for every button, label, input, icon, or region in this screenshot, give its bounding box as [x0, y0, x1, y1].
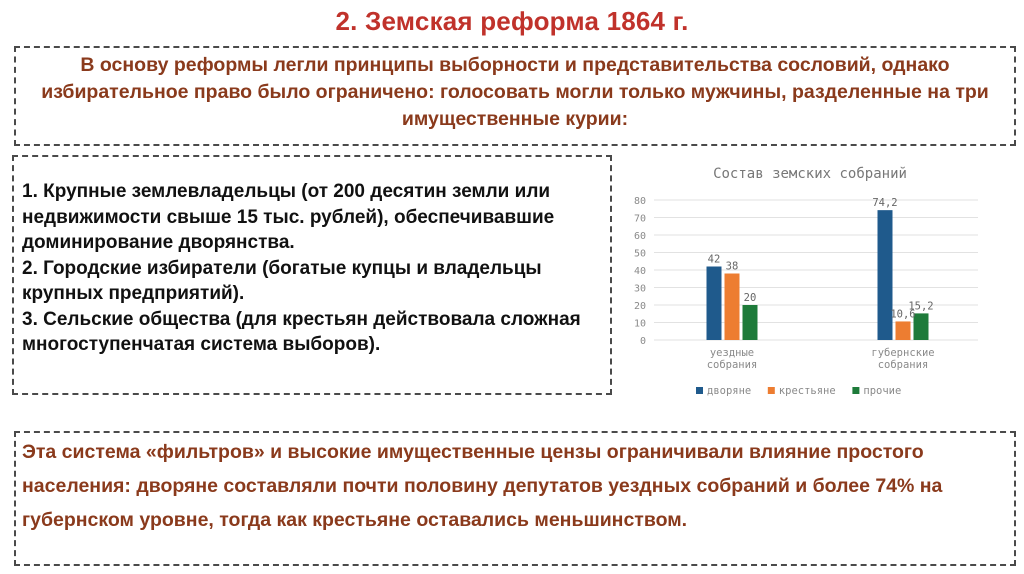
x-category-label: собрания	[878, 359, 929, 371]
y-tick-label: 80	[634, 196, 646, 207]
y-tick-label: 0	[640, 336, 646, 347]
data-label: 74,2	[872, 197, 897, 209]
chart-grid	[654, 199, 978, 341]
data-label: 15,2	[908, 300, 933, 312]
chart-legend: дворяне крестьяне прочие	[696, 385, 901, 397]
zemstvo-composition-chart: Состав земских собраний 0 10 20 30 40 50 60 70 8…	[634, 166, 978, 397]
conclusion-text: Эта система «фильтров» и высокие имущест…	[22, 441, 943, 531]
legend-label: крестьяне	[779, 385, 836, 397]
legend-swatch	[767, 387, 775, 394]
data-label: 42	[708, 254, 721, 266]
data-label: 20	[744, 292, 757, 304]
intro-box: В основу реформы легли принципы выборнос…	[14, 46, 1016, 146]
chart-bars	[706, 210, 929, 340]
y-tick-label: 50	[634, 249, 646, 260]
chart-data-labels: 42 38 20 74,2 10,615,2	[708, 197, 934, 320]
slide-title: 2. Земская реформа 1864 г.	[335, 6, 689, 36]
legend-swatch	[696, 387, 703, 394]
data-label: 10,6	[890, 308, 915, 320]
curia-item-3: 3. Сельские общества (для крестьян дейст…	[22, 308, 581, 356]
bar-прочие	[742, 305, 758, 340]
bar-дворяне	[877, 210, 893, 340]
curia-item-2: 2. Городские избиратели (богатые купцы и…	[22, 257, 542, 305]
x-category-label: уездные	[710, 347, 754, 359]
bar-крестьяне	[724, 273, 740, 340]
data-label: 38	[726, 261, 739, 273]
x-category-label: губернские	[871, 347, 934, 359]
chart-title: Состав земских собраний	[713, 166, 907, 182]
x-category-label: собрания	[707, 359, 758, 371]
y-tick-label: 20	[634, 301, 646, 312]
intro-text: В основу реформы легли принципы выборнос…	[41, 54, 989, 130]
curia-item-1: 1. Крупные землевладельцы (от 200 десяти…	[22, 181, 555, 253]
curiae-box: 1. Крупные землевладельцы (от 200 десяти…	[12, 155, 612, 395]
legend-label: дворяне	[707, 385, 751, 397]
bar-крестьяне	[895, 321, 911, 340]
conclusion-box: Эта система «фильтров» и высокие имущест…	[14, 431, 1016, 566]
bar-дворяне	[706, 266, 722, 340]
y-tick-label: 70	[634, 214, 646, 225]
legend-label: прочие	[863, 385, 901, 397]
y-tick-label: 30	[634, 284, 646, 295]
chart-y-ticks: 0 10 20 30 40 50 60 70 80	[634, 196, 646, 347]
y-tick-label: 40	[634, 266, 646, 277]
y-tick-label: 10	[634, 319, 646, 330]
legend-swatch	[852, 387, 860, 394]
bar-прочие	[913, 313, 929, 340]
y-tick-label: 60	[634, 231, 646, 242]
